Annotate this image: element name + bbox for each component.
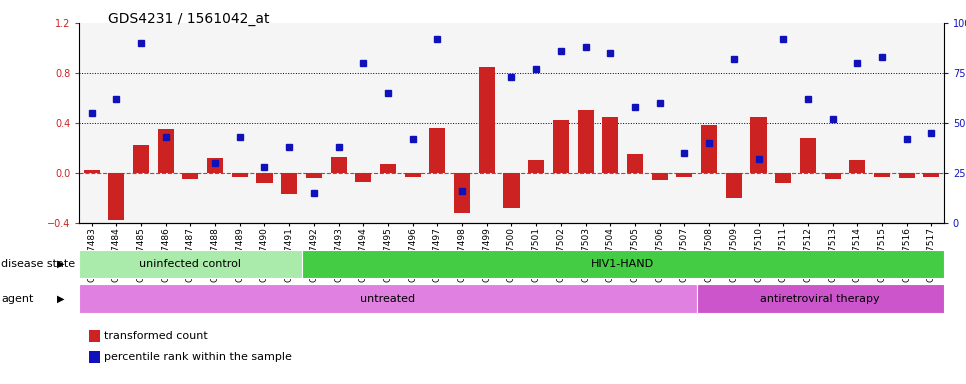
Bar [281,173,298,194]
Bar [79,250,301,278]
Bar [725,173,742,198]
Bar [405,173,421,177]
Text: ▶: ▶ [57,293,65,304]
Bar [133,146,149,173]
Bar [825,173,840,179]
Bar [454,173,470,213]
Text: disease state: disease state [1,259,75,269]
Bar [79,284,696,313]
Bar [528,161,544,173]
Bar [301,250,944,278]
Bar [330,157,347,173]
Text: GDS4231 / 1561042_at: GDS4231 / 1561042_at [108,12,270,25]
Bar [602,117,618,173]
Text: HIV1-HAND: HIV1-HAND [591,259,654,269]
Bar [898,173,915,178]
Bar [696,284,944,313]
Bar [701,126,717,173]
Text: ▶: ▶ [57,259,65,269]
Bar [355,173,371,182]
Bar [923,173,940,177]
Bar [676,173,693,177]
Bar [652,173,668,180]
Bar [775,173,791,183]
Bar [157,129,174,173]
Bar [207,158,223,173]
Bar [503,173,520,208]
Bar [380,164,396,173]
Text: transformed count: transformed count [104,331,208,341]
Bar [849,161,866,173]
Bar [578,111,594,173]
Text: antiretroviral therapy: antiretroviral therapy [760,293,880,304]
Text: percentile rank within the sample: percentile rank within the sample [104,352,292,362]
Bar [429,128,445,173]
Bar [479,67,495,173]
Bar [800,138,816,173]
Bar [751,117,767,173]
Bar [874,173,890,177]
Bar [183,173,198,179]
Bar [83,170,99,173]
Text: uninfected control: uninfected control [139,259,242,269]
Text: untreated: untreated [360,293,415,304]
Bar [108,173,125,220]
Text: agent: agent [1,293,34,304]
Bar [256,173,272,183]
Bar [553,121,569,173]
Bar [627,154,643,173]
Bar [306,173,322,178]
Bar [232,173,248,177]
